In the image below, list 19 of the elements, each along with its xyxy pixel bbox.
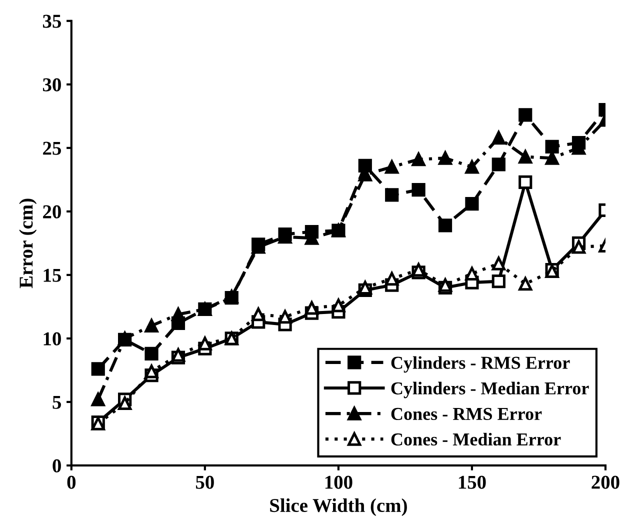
legend-label: Cones - Median Error	[391, 432, 561, 446]
y-tick-label: 5	[52, 396, 61, 409]
y-tick-label: 35	[42, 14, 61, 28]
x-tick-label: 100	[325, 476, 352, 489]
x-tick-label: 200	[592, 476, 620, 489]
y-axis-title: Error (cm)	[19, 198, 37, 288]
x-tick-label: 50	[196, 476, 214, 489]
y-tick-label: 15	[44, 268, 61, 282]
x-axis-title: Slice Width (cm)	[270, 498, 407, 516]
x-tick-label: 150	[458, 476, 486, 489]
y-tick-label: 0	[52, 459, 61, 472]
y-tick-label: 30	[42, 78, 61, 92]
legend-label: Cylinders - RMS Error	[391, 356, 570, 373]
y-tick-label: 10	[44, 332, 61, 346]
y-tick-label: 25	[43, 142, 61, 155]
legend-label: Cones - RMS Error	[391, 408, 542, 420]
x-tick-label: 0	[67, 476, 76, 489]
y-tick-label: 20	[43, 205, 61, 218]
legend-label: Cylinders - Median Error	[391, 382, 589, 398]
